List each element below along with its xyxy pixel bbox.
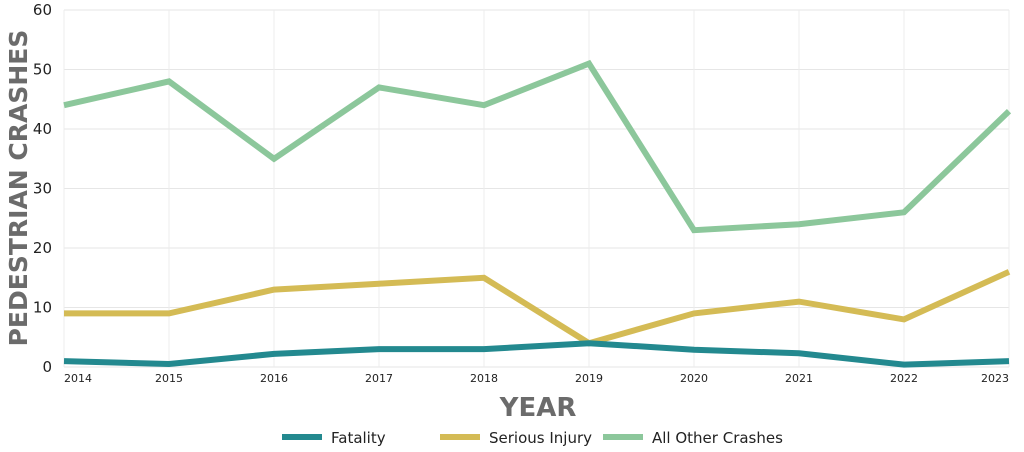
x-axis-title: YEAR: [499, 393, 577, 423]
x-tick-label: 2021: [785, 372, 813, 385]
y-tick-label: 40: [33, 120, 52, 138]
x-tick-label: 2019: [575, 372, 603, 385]
x-tick-label: 2015: [155, 372, 183, 385]
x-tick-label: 2014: [64, 372, 92, 385]
x-tick-label: 2016: [260, 372, 288, 385]
grid-lines: [63, 9, 1010, 368]
x-axis-ticks: 2014 2015 2016 2017 2018 2019 2020 2021 2022 2023: [64, 372, 1009, 385]
y-tick-label: 50: [33, 61, 52, 79]
y-axis-title: PEDESTRIAN CRASHES: [4, 30, 33, 347]
x-tick-label: 2018: [470, 372, 498, 385]
legend-label: Serious Injury: [489, 429, 592, 447]
x-tick-label: 2020: [680, 372, 708, 385]
series-line-serious-injury: [64, 269, 1011, 347]
series-lines: [63, 59, 1012, 368]
x-tick-label: 2017: [365, 372, 393, 385]
y-tick-label: 30: [33, 180, 52, 198]
legend-label: Fatality: [331, 429, 386, 447]
x-tick-label: 2022: [890, 372, 918, 385]
series-line-all-other-crashes: [63, 59, 1012, 234]
y-tick-label: 60: [33, 1, 52, 19]
x-tick-label: 2023: [981, 372, 1009, 385]
legend: Fatality Serious Injury All Other Crashes: [282, 429, 783, 447]
legend-label: All Other Crashes: [652, 429, 783, 447]
y-tick-label: 20: [33, 239, 52, 257]
y-axis-ticks: 0 10 20 30 40 50 60: [33, 1, 52, 376]
y-tick-label: 10: [33, 299, 52, 317]
y-tick-label: 0: [42, 358, 52, 376]
series-line-fatality: [63, 340, 1010, 368]
